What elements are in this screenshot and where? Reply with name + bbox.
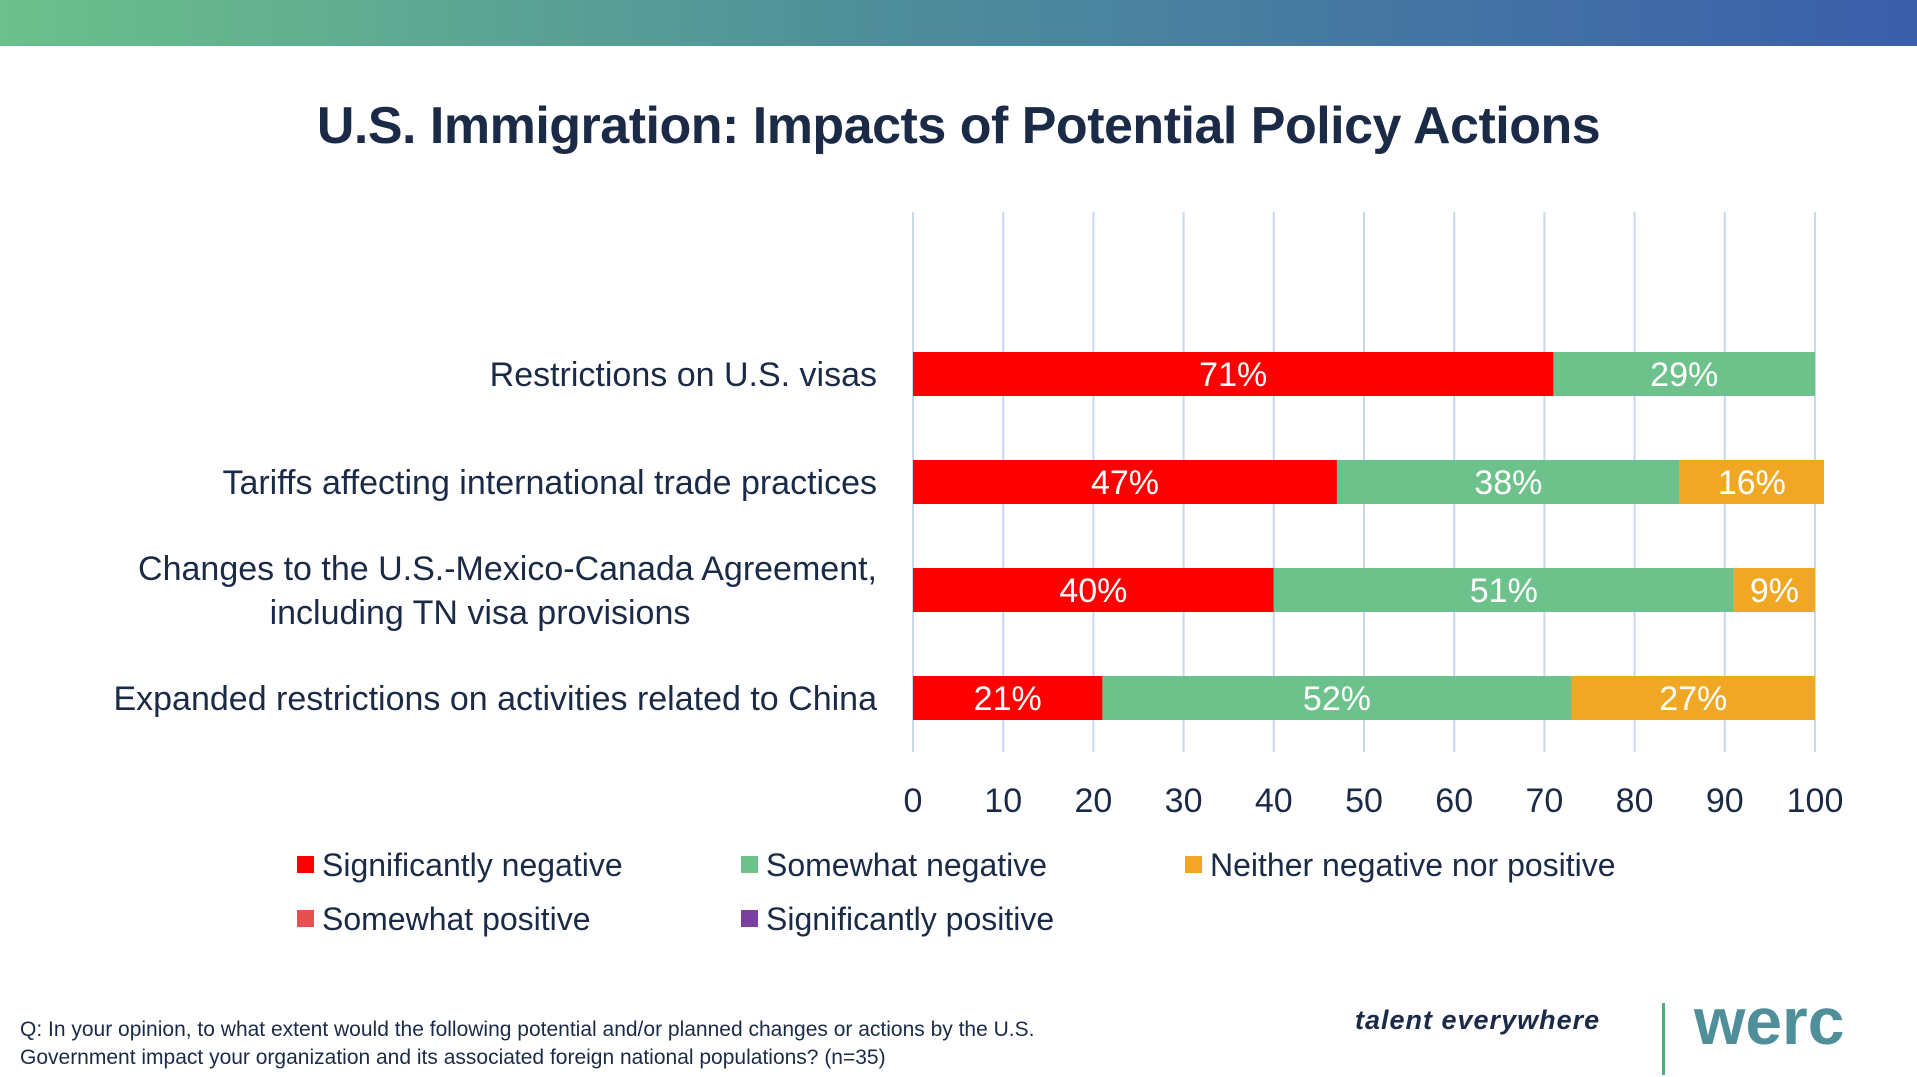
bar-data-label: 47% (1091, 464, 1159, 502)
bar-segment (1336, 460, 1680, 504)
category-label: Tariffs affecting international trade pr… (222, 464, 877, 502)
x-tick-label: 80 (1616, 782, 1654, 820)
x-tick-label: 60 (1435, 782, 1473, 820)
x-tick-label: 100 (1787, 782, 1844, 820)
tagline: talent everywhere (1355, 1005, 1601, 1035)
legend-label: Significantly positive (766, 901, 1054, 937)
bar-data-label: 38% (1474, 464, 1542, 502)
page-title: U.S. Immigration: Impacts of Potential P… (316, 97, 1601, 155)
footer-divider (1662, 1003, 1665, 1075)
legend-label: Somewhat positive (322, 901, 591, 937)
bar-data-label: 71% (1199, 356, 1267, 394)
bar-segment (1571, 676, 1815, 720)
bar-data-label: 16% (1718, 464, 1786, 502)
legend-swatch (297, 856, 314, 873)
legend-swatch (297, 910, 314, 927)
stacked-bar-chart: 0 10 20 30 40 50 60 70 80 90 100 Restrictions on U.… (113, 212, 1844, 937)
legend-label: Significantly negative (322, 847, 623, 883)
bar-data-label: 52% (1303, 680, 1371, 718)
legend-swatch (1185, 856, 1202, 873)
bar-data-label: 40% (1059, 572, 1127, 610)
werc-logo: werc (1693, 984, 1844, 1058)
x-tick-label: 30 (1165, 782, 1203, 820)
legend-label: Somewhat negative (766, 847, 1047, 883)
bar-segment (913, 676, 1103, 720)
bar-data-label: 9% (1750, 572, 1799, 610)
header-gradient-band (0, 0, 1917, 46)
werc-logo-text: werc (1693, 984, 1844, 1058)
legend-swatch (741, 856, 758, 873)
bar-segment (913, 568, 1274, 612)
legend-swatch (741, 910, 758, 927)
bar-segment (913, 460, 1337, 504)
bar-data-label: 29% (1650, 356, 1718, 394)
bar-data-label: 27% (1659, 680, 1727, 718)
x-tick-label: 10 (984, 782, 1022, 820)
category-label: Changes to the U.S.-Mexico-Canada Agreem… (138, 550, 877, 588)
bar-segment (1102, 676, 1572, 720)
category-label: Expanded restrictions on activities rela… (113, 680, 877, 718)
bar-data-label: 51% (1470, 572, 1538, 610)
legend-label: Neither negative nor positive (1210, 847, 1616, 883)
bar-segment (913, 352, 1554, 396)
bar-segment (1733, 568, 1815, 612)
x-tick-label: 50 (1345, 782, 1383, 820)
x-tick-label: 90 (1706, 782, 1744, 820)
category-label: including TN visa provisions (270, 594, 691, 632)
category-label: Restrictions on U.S. visas (490, 356, 877, 394)
x-tick-label: 70 (1525, 782, 1563, 820)
bar-segment (1273, 568, 1734, 612)
bar-data-label: 21% (974, 680, 1042, 718)
x-tick-label: 20 (1074, 782, 1112, 820)
bar-segment (1553, 352, 1815, 396)
survey-question-note: Q: In your opinion, to what extent would… (20, 1018, 1035, 1069)
bar-segment (1679, 460, 1825, 504)
x-tick-label: 40 (1255, 782, 1293, 820)
x-tick-label: 0 (904, 782, 923, 820)
